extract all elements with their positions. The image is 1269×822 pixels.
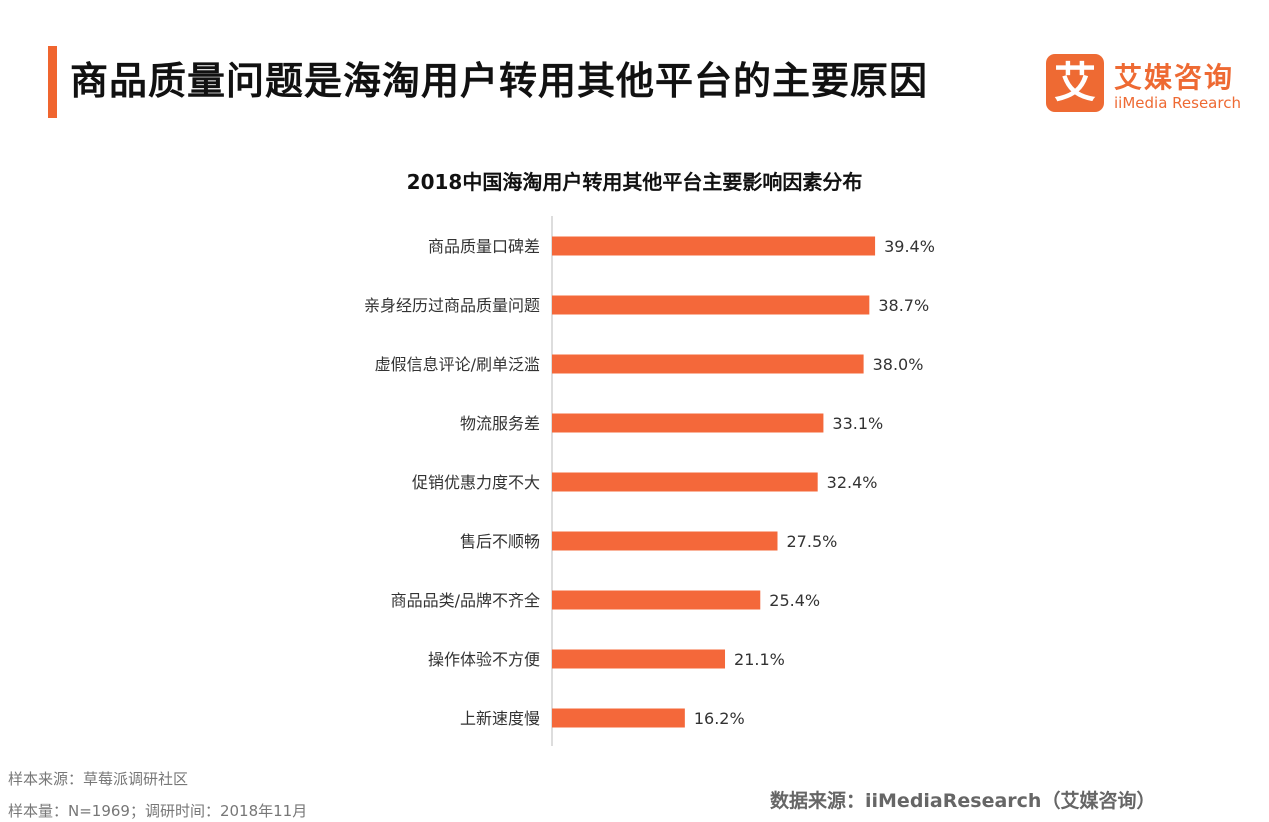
data-label: 16.2% [694, 709, 745, 728]
bar [552, 354, 864, 374]
category-label: 售后不顺畅 [460, 532, 540, 551]
data-label: 39.4% [884, 237, 935, 256]
category-label: 商品品类/品牌不齐全 [391, 591, 540, 610]
data-label: 38.0% [873, 355, 924, 374]
bar [552, 590, 761, 610]
category-label: 亲身经历过商品质量问题 [364, 296, 540, 315]
data-label: 21.1% [734, 650, 785, 669]
data-label: 38.7% [878, 296, 929, 315]
bar [552, 413, 824, 433]
data-label: 33.1% [832, 414, 883, 433]
logo-mark: 艾 [1046, 54, 1104, 112]
bar [552, 708, 685, 728]
data-label: 32.4% [827, 473, 878, 492]
logo-name-en: iiMedia Research [1114, 94, 1241, 112]
data-label: 25.4% [769, 591, 820, 610]
data-label: 27.5% [787, 532, 838, 551]
category-label: 商品质量口碑差 [428, 237, 540, 256]
iimedia-logo: 艾 艾媒咨询 iiMedia Research [1046, 54, 1256, 114]
category-label: 物流服务差 [460, 414, 540, 433]
bar [552, 295, 870, 315]
chart-title: 2018中国海淘用户转用其他平台主要影响因素分布 [406, 170, 863, 194]
title-accent-bar [48, 46, 57, 118]
logo-name-cn: 艾媒咨询 [1114, 61, 1235, 94]
bar [552, 472, 818, 492]
category-label: 操作体验不方便 [428, 650, 540, 669]
data-source: 数据来源：iiMediaResearch（艾媒咨询） [770, 790, 1156, 812]
page-title: 商品质量问题是海淘用户转用其他平台的主要原因 [70, 59, 929, 103]
bar [552, 649, 726, 669]
category-label: 促销优惠力度不大 [412, 473, 540, 492]
sample-size: 样本量：N=1969；调研时间：2018年11月 [8, 802, 308, 820]
category-label: 虚假信息评论/刷单泛滥 [375, 355, 540, 374]
category-label: 上新速度慢 [460, 709, 540, 728]
bar [552, 236, 876, 256]
bar [552, 531, 778, 551]
sample-source: 样本来源：草莓派调研社区 [8, 770, 189, 788]
